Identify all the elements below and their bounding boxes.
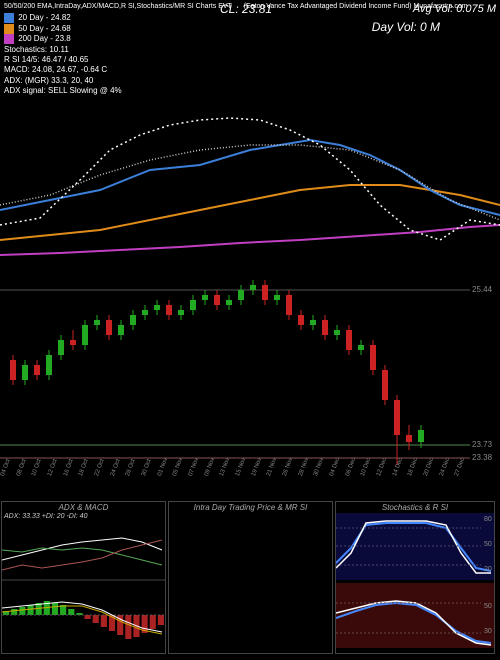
ma20-label: 20 Day - 24.82 bbox=[18, 13, 70, 22]
ma50-swatch bbox=[4, 24, 14, 34]
intraday-panel: Intra Day Trading Price & MR SI bbox=[168, 501, 333, 654]
title-left: 50/50/200 EMA,IntraDay,ADX/MACD,R SI,Sto… bbox=[4, 3, 232, 10]
overlay-chart bbox=[0, 90, 500, 260]
day-vol: Day Vol: 0 M bbox=[372, 20, 440, 36]
date-axis: 04 Oct08 Oct10 Oct12 Oct16 Oct18 Oct22 O… bbox=[0, 475, 470, 490]
svg-text:80: 80 bbox=[484, 516, 492, 523]
svg-text:30: 30 bbox=[484, 628, 492, 635]
ma50-label: 50 Day - 24.68 bbox=[18, 24, 70, 33]
rsi-label: R SI 14/5: 46.47 / 40.65 bbox=[4, 55, 496, 65]
ma200-swatch bbox=[4, 34, 14, 44]
svg-text:20: 20 bbox=[484, 566, 492, 573]
adx-macd-panel: ADX & MACD ADX: 33.33 +DI: 20 -DI: 40 bbox=[1, 501, 166, 654]
macd-label: MACD: 24.08, 24.67, -0.64 C bbox=[4, 65, 496, 75]
header-info: 50/50/200 EMA,IntraDay,ADX/MACD,R SI,Sto… bbox=[0, 0, 500, 99]
candlestick-chart bbox=[0, 270, 470, 470]
bottom-panels: ADX & MACD ADX: 33.33 +DI: 20 -DI: 40 In… bbox=[0, 500, 500, 655]
stoch-label: Stochastics: 10.11 bbox=[4, 45, 496, 55]
stoch-rsi-panel: Stochastics & R SI 8050205030 bbox=[335, 501, 495, 654]
ma20-swatch bbox=[4, 13, 14, 23]
svg-text:50: 50 bbox=[484, 603, 492, 610]
close-price: CL: 23.81 bbox=[220, 2, 272, 18]
adx-subtitle: ADX: 33.33 +DI: 20 -DI: 40 bbox=[2, 513, 165, 520]
adx-label: ADX: (MGR) 33.3, 20, 40 bbox=[4, 76, 496, 86]
ma200-label: 200 Day - 23.8 bbox=[18, 34, 70, 43]
svg-text:50: 50 bbox=[484, 541, 492, 548]
price-axis: 25.4423.7323.38 bbox=[470, 270, 500, 470]
avg-vol: Avg Vol: 0.075 M bbox=[413, 2, 496, 16]
